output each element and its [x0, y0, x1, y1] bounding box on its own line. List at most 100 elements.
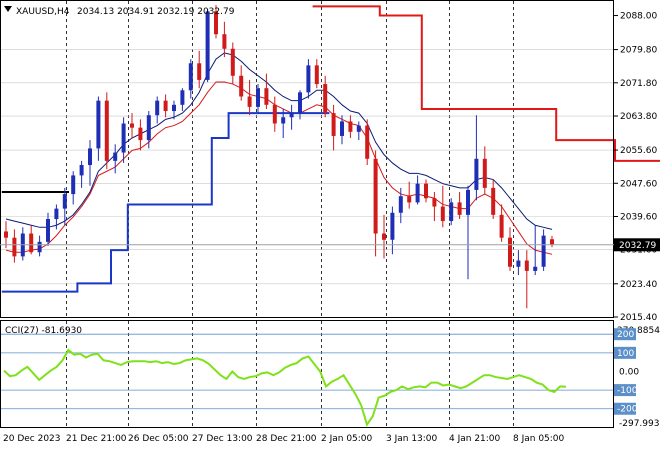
y-tick-label: 2063.80 — [620, 112, 657, 122]
cci-level-label: -100 — [617, 386, 638, 396]
candle-body — [138, 127, 143, 141]
x-tick-label: 3 Jan 13:00 — [386, 434, 438, 444]
candle-body — [298, 92, 302, 114]
y-tick-label: 2015.40 — [620, 313, 657, 323]
cci-axis: 200 100 0.00 -100 -200 — [614, 328, 639, 415]
cci-level-lines — [0, 333, 614, 410]
candle-body — [390, 212, 395, 240]
candle-body — [4, 231, 8, 238]
y-tick-label: 2039.60 — [620, 213, 657, 223]
ohlc-values: 2034.13 2034.91 2032.19 2032.79 — [77, 7, 235, 17]
y-tick-label: 2047.60 — [620, 179, 657, 189]
candle-body — [407, 196, 412, 203]
moving-average-line — [5, 52, 553, 230]
candle-body — [46, 219, 50, 242]
candle-body — [466, 189, 470, 215]
candle-body — [550, 239, 554, 245]
candle-body — [230, 48, 235, 76]
candle-body — [130, 123, 134, 128]
candle-body — [289, 113, 294, 118]
candle-body — [306, 65, 311, 93]
candle-body — [113, 152, 118, 161]
candle-body — [323, 84, 328, 114]
cci-level-label: -200 — [617, 405, 638, 415]
candle-body — [281, 117, 286, 124]
stop-line — [1, 112, 330, 293]
cci-level-box — [614, 328, 636, 341]
candle-body — [146, 115, 151, 141]
candle-body — [29, 233, 34, 253]
y-tick-label: 2079.80 — [620, 46, 657, 56]
cci-line — [3, 348, 567, 427]
y-tick-label: 2088.00 — [620, 12, 657, 22]
candle-body — [155, 100, 160, 116]
candle-body — [172, 104, 176, 112]
candle-body — [457, 202, 462, 215]
x-tick-label: 4 Jan 21:00 — [449, 434, 501, 444]
candle-body — [541, 235, 546, 267]
x-tick-label: 27 Dec 13:00 — [192, 434, 253, 444]
symbol-label: XAUUSD,H4 — [16, 7, 70, 17]
candle-body — [398, 196, 403, 213]
x-tick-label: 21 Dec 21:00 — [66, 434, 127, 444]
candle-body — [382, 233, 386, 240]
candle-body — [104, 100, 109, 161]
candle-body — [432, 198, 437, 207]
candle-body — [197, 63, 202, 80]
x-tick-label: 26 Dec 05:00 — [128, 434, 189, 444]
y-tick-label: 2023.40 — [620, 280, 657, 290]
candle-body — [256, 88, 260, 107]
candle-body — [12, 237, 17, 257]
candle-body — [365, 125, 370, 159]
candle-body — [214, 11, 218, 35]
vertical-grid — [66, 1, 514, 427]
cci-level-box — [614, 402, 636, 415]
candle-body — [88, 148, 92, 166]
cci-level-box — [614, 384, 636, 397]
candle-body — [222, 34, 227, 49]
candle-body — [474, 158, 479, 190]
candle-body — [491, 187, 496, 215]
candle-body — [508, 237, 512, 267]
candle-body — [499, 214, 504, 238]
last-price-marker: 2032.79 — [0, 238, 660, 252]
cci-level-box — [614, 346, 636, 359]
candle-body — [440, 206, 445, 222]
candle-body — [533, 266, 538, 271]
candle-body — [373, 158, 378, 234]
candle-body — [247, 96, 252, 107]
candle-body — [79, 165, 84, 176]
time-axis: 20 Dec 2023 21 Dec 21:00 26 Dec 05:00 27 De… — [3, 434, 565, 444]
cci-label: CCI(27) -81.6930 — [5, 326, 82, 336]
x-tick-label: 20 Dec 2023 — [3, 434, 61, 444]
price-pane-frame — [0, 0, 614, 318]
x-tick-label: 8 Jan 05:00 — [513, 434, 565, 444]
candle-body — [180, 90, 185, 105]
candle-body — [348, 121, 353, 132]
down-triangle-icon — [4, 6, 12, 12]
y-tick-label: 2071.80 — [620, 79, 657, 89]
candle-body — [205, 11, 210, 80]
candle-body — [239, 75, 244, 97]
candle-body — [524, 260, 529, 271]
candle-body — [331, 113, 336, 136]
candle-body — [424, 183, 428, 199]
candle-body — [37, 241, 42, 253]
candle-body — [356, 125, 361, 132]
candle-body — [62, 194, 67, 209]
x-tick-label: 2 Jan 05:00 — [321, 434, 373, 444]
candle-body — [482, 158, 487, 188]
candle-body — [264, 88, 269, 105]
cci-level-label: 0.00 — [619, 367, 639, 377]
cci-level-label: 200 — [617, 330, 634, 340]
candle-body — [96, 100, 101, 149]
candle-body — [314, 65, 319, 85]
candle-body — [121, 123, 126, 153]
candle-body — [71, 175, 76, 195]
candle-body — [340, 121, 344, 136]
cci-min-label: -297.9937 — [619, 419, 660, 429]
cci-path — [3, 348, 567, 427]
stop-line — [312, 5, 660, 162]
candle-body — [54, 208, 59, 220]
